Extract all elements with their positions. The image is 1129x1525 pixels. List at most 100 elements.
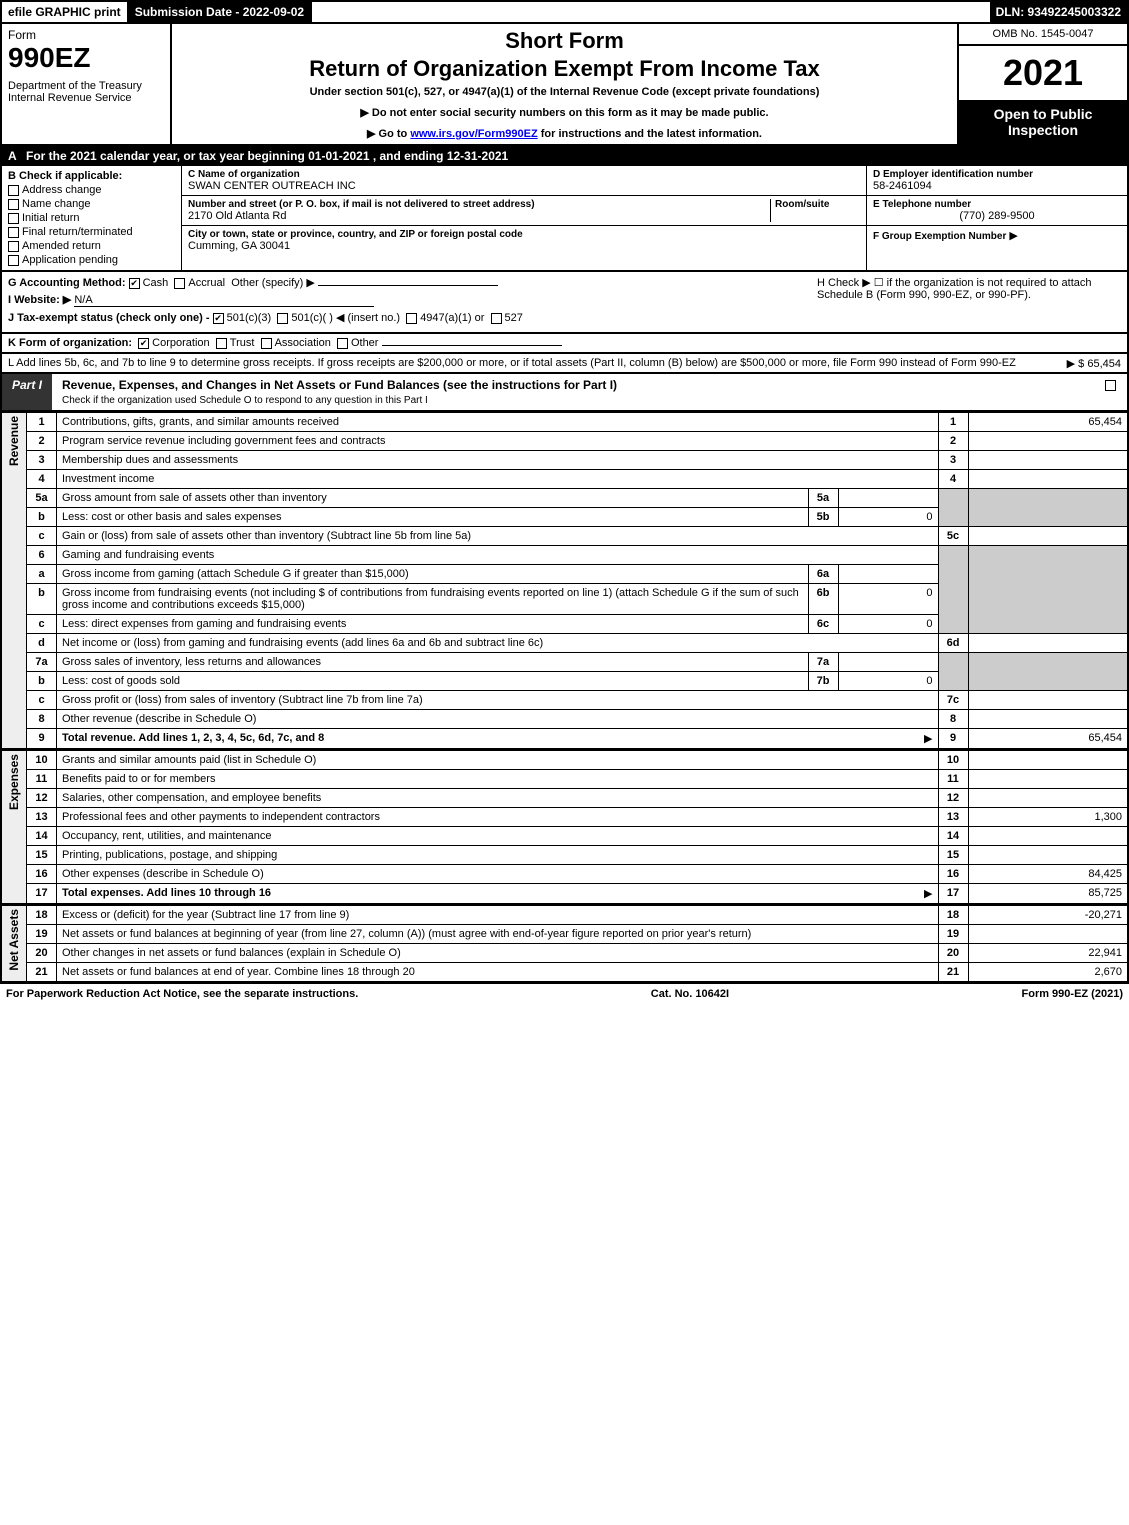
line-21-num: 21 — [27, 963, 57, 983]
line-6a-desc: Gross income from gaming (attach Schedul… — [57, 565, 809, 584]
line-16-val: 84,425 — [968, 865, 1128, 884]
line-7a-num: 7a — [27, 653, 57, 672]
part1-schedule-o-check[interactable] — [1097, 374, 1127, 410]
line-1-val: 65,454 — [968, 413, 1128, 432]
line-20-desc: Other changes in net assets or fund bala… — [57, 944, 939, 963]
line-6d-desc: Net income or (loss) from gaming and fun… — [57, 634, 939, 653]
row-a-text: For the 2021 calendar year, or tax year … — [26, 149, 508, 163]
chk-address-change[interactable]: Address change — [8, 184, 175, 196]
line-13-val: 1,300 — [968, 808, 1128, 827]
subtitle: Under section 501(c), 527, or 4947(a)(1)… — [180, 86, 949, 98]
line-15-num: 15 — [27, 846, 57, 865]
line-5a-num: 5a — [27, 489, 57, 508]
col-b-hdr: Check if applicable: — [19, 170, 122, 182]
line-12-num: 12 — [27, 789, 57, 808]
org-name-label: C Name of organization — [188, 169, 860, 180]
submission-date: Submission Date - 2022-09-02 — [129, 2, 312, 22]
line-2-num: 2 — [27, 432, 57, 451]
label-b: B — [8, 170, 16, 182]
line-5c-val — [968, 527, 1128, 546]
line-10-box: 10 — [938, 751, 968, 770]
header-right: OMB No. 1545-0047 2021 Open to Public In… — [957, 24, 1127, 144]
street: 2170 Old Atlanta Rd — [188, 210, 770, 222]
line-6-num: 6 — [27, 546, 57, 565]
line-17-desc: Total expenses. Add lines 10 through 16 … — [57, 884, 939, 905]
website-value: N/A — [74, 294, 374, 307]
line-7c-box: 7c — [938, 691, 968, 710]
line-4-num: 4 — [27, 470, 57, 489]
footer-right: Form 990-EZ (2021) — [1022, 988, 1123, 1000]
row-k: K Form of organization: Corporation Trus… — [0, 334, 1129, 354]
part1-header: Part I Revenue, Expenses, and Changes in… — [0, 374, 1129, 412]
goto-prefix: ▶ Go to — [367, 128, 410, 140]
chk-application-pending[interactable]: Application pending — [8, 254, 175, 266]
line-17-val: 85,725 — [968, 884, 1128, 905]
line-3-val — [968, 451, 1128, 470]
header-center: Short Form Return of Organization Exempt… — [172, 24, 957, 144]
line-14-num: 14 — [27, 827, 57, 846]
org-name: SWAN CENTER OUTREACH INC — [188, 180, 860, 192]
line-15-box: 15 — [938, 846, 968, 865]
line-18-num: 18 — [27, 906, 57, 925]
k-label: K Form of organization: — [8, 337, 132, 349]
line-11-num: 11 — [27, 770, 57, 789]
line-16-box: 16 — [938, 865, 968, 884]
line-4-desc: Investment income — [57, 470, 939, 489]
line-11-box: 11 — [938, 770, 968, 789]
side-expenses: Expenses — [1, 751, 27, 905]
line-19-val — [968, 925, 1128, 944]
open-public-inspection: Open to Public Inspection — [959, 100, 1127, 144]
chk-cash[interactable] — [129, 278, 140, 289]
chk-amended-return[interactable]: Amended return — [8, 240, 175, 252]
line-3-desc: Membership dues and assessments — [57, 451, 939, 470]
line-6b-subval: 0 — [838, 584, 938, 615]
street-label: Number and street (or P. O. box, if mail… — [188, 199, 770, 210]
chk-trust[interactable] — [216, 338, 227, 349]
chk-accrual[interactable] — [174, 278, 185, 289]
header-left: Form 990EZ Department of the Treasury In… — [2, 24, 172, 144]
line-6c-subval: 0 — [838, 615, 938, 634]
line-3-num: 3 — [27, 451, 57, 470]
chk-other-org[interactable] — [337, 338, 348, 349]
line-3-box: 3 — [938, 451, 968, 470]
side-revenue: Revenue — [1, 413, 27, 750]
grey-5 — [938, 489, 968, 527]
line-7a-sublbl: 7a — [808, 653, 838, 672]
line-16-desc: Other expenses (describe in Schedule O) — [57, 865, 939, 884]
line-8-val — [968, 710, 1128, 729]
line-1-num: 1 — [27, 413, 57, 432]
grey-7 — [938, 653, 968, 691]
chk-501c[interactable] — [277, 313, 288, 324]
line-18-val: -20,271 — [968, 906, 1128, 925]
chk-corporation[interactable] — [138, 338, 149, 349]
line-4-val — [968, 470, 1128, 489]
line-17-box: 17 — [938, 884, 968, 905]
line-13-num: 13 — [27, 808, 57, 827]
chk-initial-return[interactable]: Initial return — [8, 212, 175, 224]
phone-label: E Telephone number — [873, 199, 1121, 210]
goto-note: ▶ Go to www.irs.gov/Form990EZ for instru… — [180, 127, 949, 140]
part1-title: Revenue, Expenses, and Changes in Net As… — [54, 374, 1097, 410]
grey-6-val — [968, 546, 1128, 634]
line-1-desc: Contributions, gifts, grants, and simila… — [57, 413, 939, 432]
col-c: C Name of organization SWAN CENTER OUTRE… — [182, 166, 867, 270]
efile-label[interactable]: efile GRAPHIC print — [2, 2, 129, 22]
line-6b-desc: Gross income from fundraising events (no… — [57, 584, 809, 615]
chk-final-return[interactable]: Final return/terminated — [8, 226, 175, 238]
chk-4947[interactable] — [406, 313, 417, 324]
line-6b-num: b — [27, 584, 57, 615]
expenses-table: Expenses 10 Grants and similar amounts p… — [0, 750, 1129, 905]
chk-527[interactable] — [491, 313, 502, 324]
goto-suffix: for instructions and the latest informat… — [538, 128, 762, 140]
line-7a-desc: Gross sales of inventory, less returns a… — [57, 653, 809, 672]
ein-cell: D Employer identification number 58-2461… — [867, 166, 1127, 196]
chk-501c3[interactable] — [213, 313, 224, 324]
netassets-table: Net Assets 18 Excess or (deficit) for th… — [0, 905, 1129, 983]
grey-7-val — [968, 653, 1128, 691]
line-7b-sublbl: 7b — [808, 672, 838, 691]
chk-association[interactable] — [261, 338, 272, 349]
chk-name-change[interactable]: Name change — [8, 198, 175, 210]
irs-link[interactable]: www.irs.gov/Form990EZ — [410, 128, 537, 140]
line-20-num: 20 — [27, 944, 57, 963]
line-j: J Tax-exempt status (check only one) - 5… — [8, 311, 1121, 324]
